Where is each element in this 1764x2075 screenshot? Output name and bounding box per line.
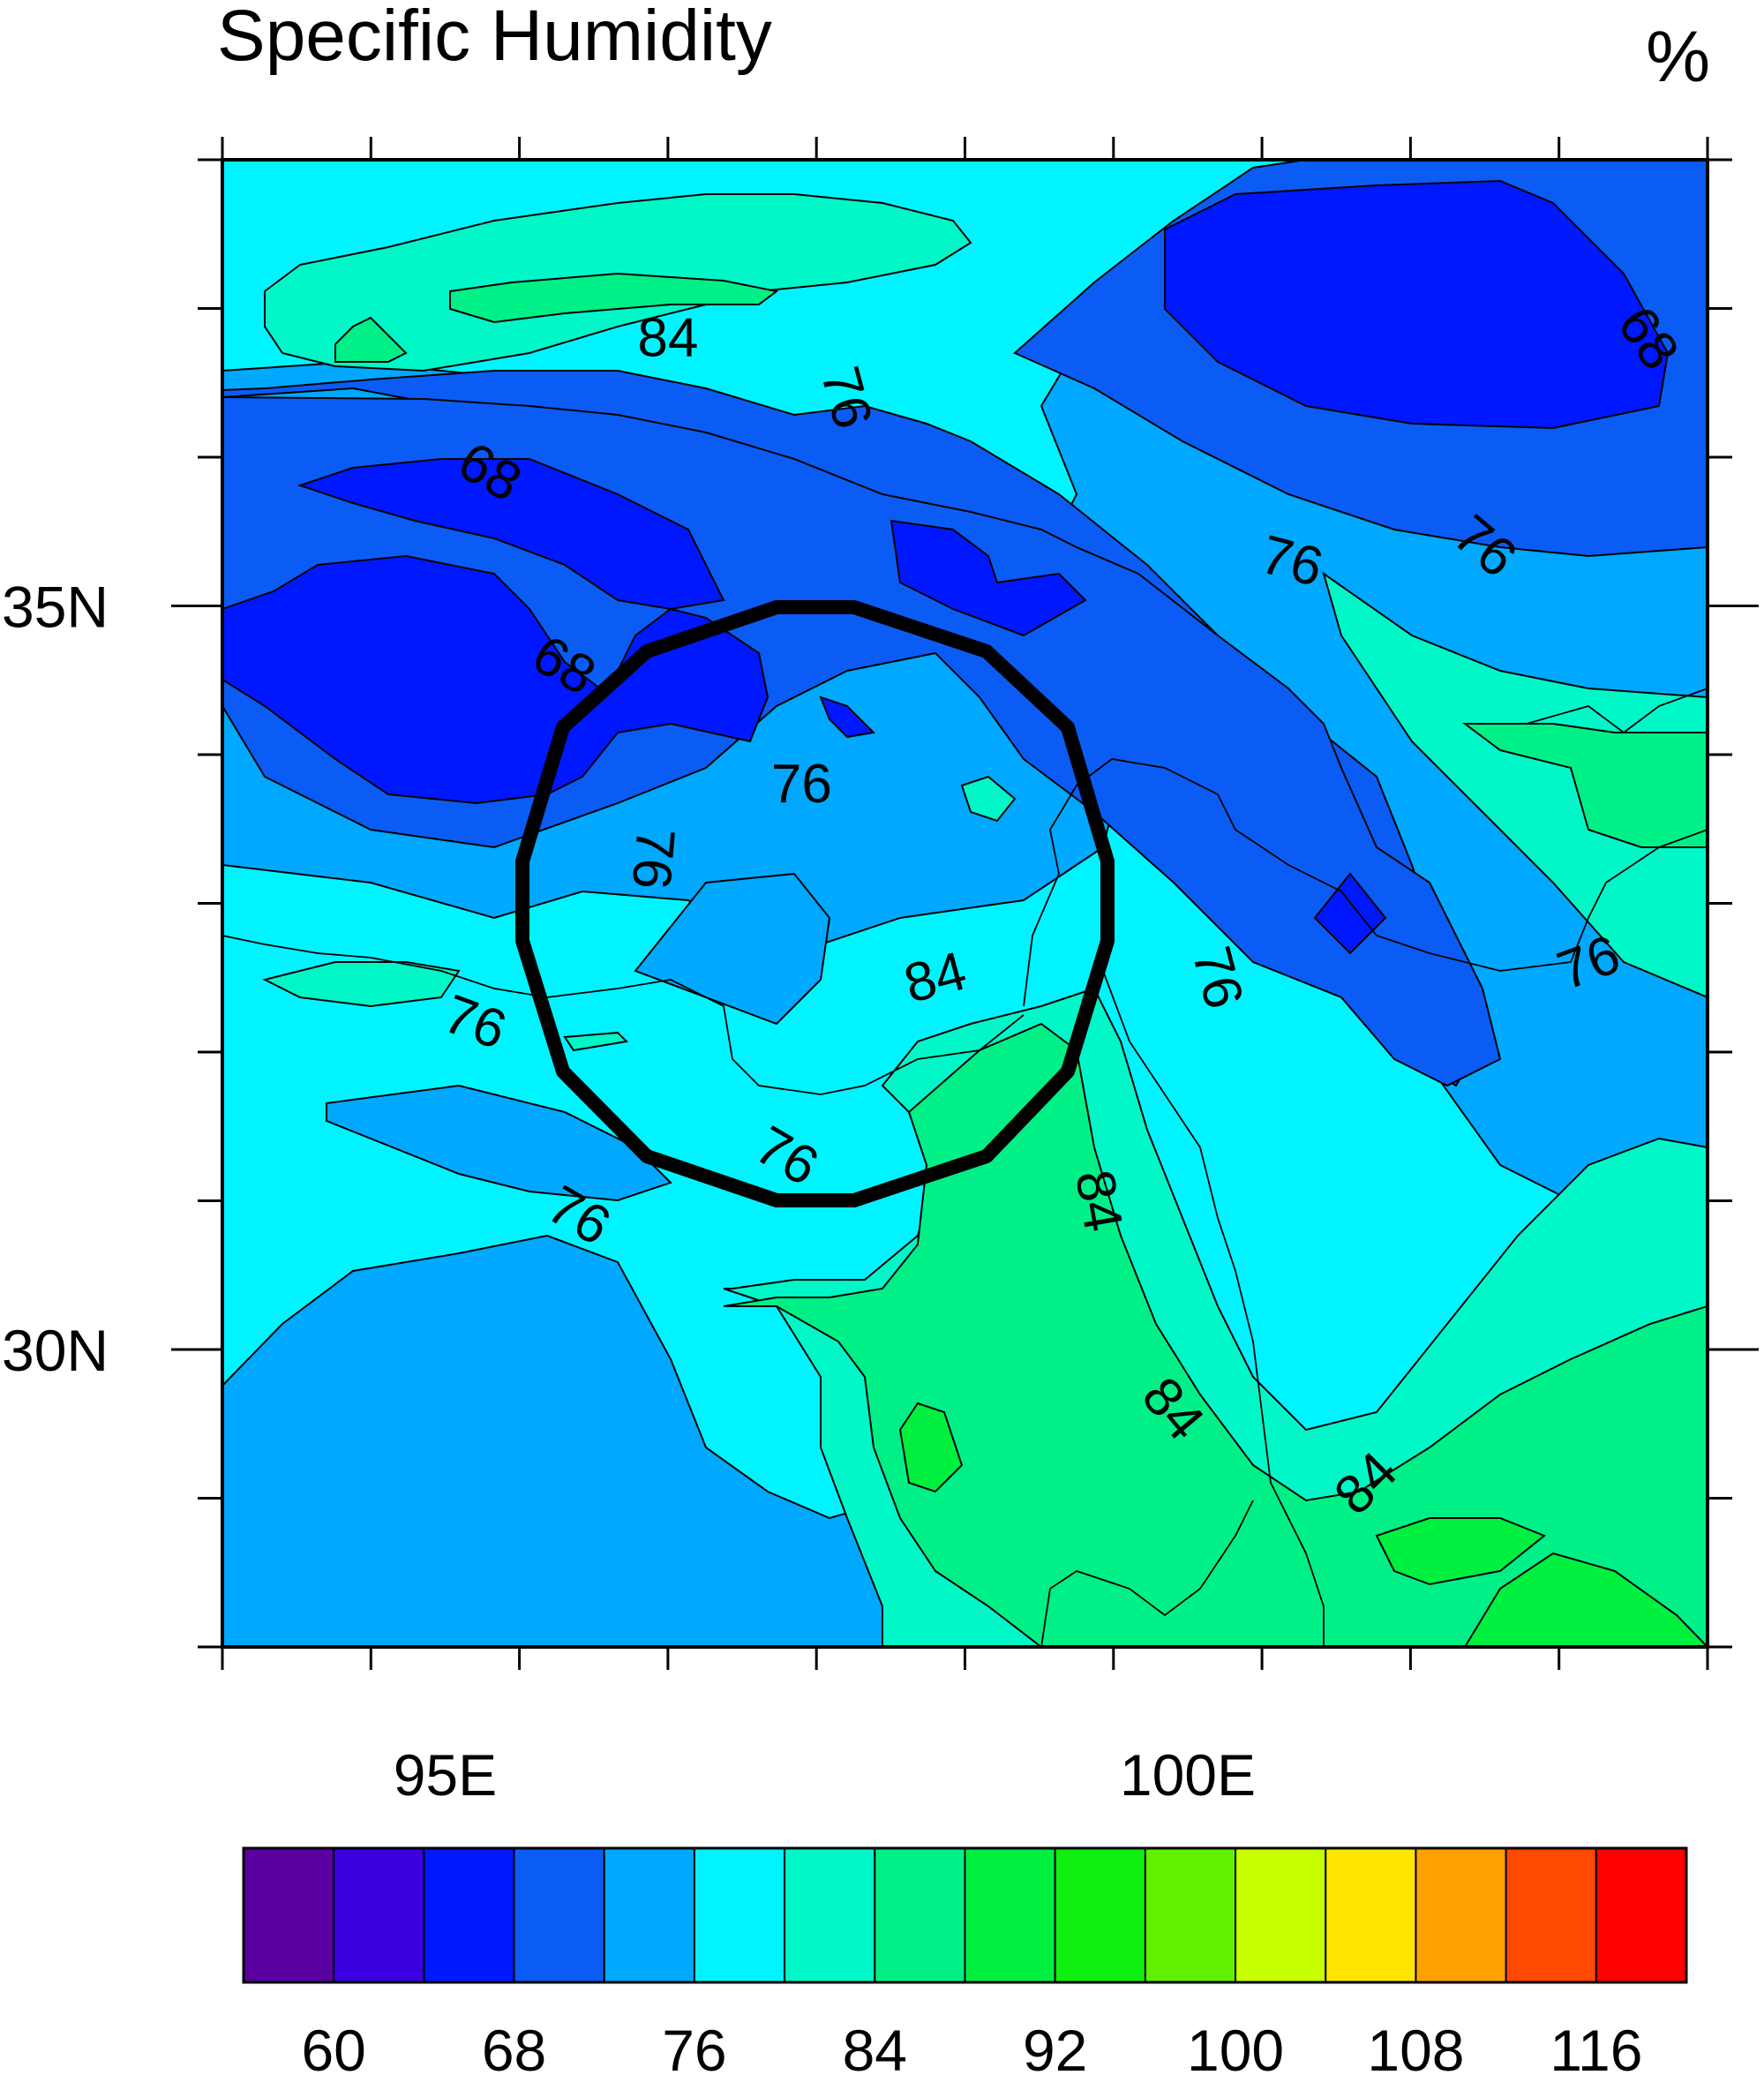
colorbar-swatch	[1415, 1847, 1507, 1983]
colorbar-swatch	[874, 1847, 966, 1983]
band-72-76-west	[326, 1084, 672, 1202]
colorbar-swatch	[333, 1847, 425, 1983]
band-64-68-northeast	[1164, 179, 1670, 430]
longitude-label: 100E	[1120, 1742, 1256, 1808]
boundary-line-south	[1102, 970, 1325, 1647]
contour-label: 76	[809, 360, 883, 434]
colorbar-label: 116	[1550, 2018, 1642, 2075]
band-64-68-east-strip	[890, 519, 1087, 637]
colorbar-label: 60	[301, 2018, 365, 2075]
units-label: %	[1646, 17, 1710, 97]
map-ticks	[171, 137, 1759, 1670]
band-84-88-north	[449, 272, 779, 324]
colorbar-swatch	[513, 1847, 605, 1983]
latitude-labels: 35N 30N	[2, 575, 109, 1384]
boundary-lines	[222, 688, 1708, 1647]
colorbar-swatch	[1054, 1847, 1146, 1983]
contour-label: 84	[637, 308, 698, 369]
colorbar-swatch	[423, 1847, 515, 1983]
band-64-68-small	[819, 695, 876, 739]
band-64-68-west	[222, 554, 769, 805]
band-88-92-south-3	[1463, 1552, 1708, 1647]
boundary-line-east	[1023, 758, 1708, 1007]
colorbar-labels: 60 68 76 84 92 100 108 116	[301, 2018, 1642, 2075]
colorbar-label: 100	[1187, 2018, 1284, 2075]
colorbar-swatch	[1595, 1847, 1687, 1983]
longitude-labels: 95E 100E	[394, 1742, 1256, 1808]
band-88-92-south-2	[1375, 1517, 1546, 1586]
colorbar-swatch	[1144, 1847, 1237, 1983]
colorbar-swatch	[243, 1847, 335, 1983]
band-88-92-south-1	[898, 1402, 964, 1493]
colorbar-swatch	[603, 1847, 695, 1983]
band-84-88-east	[1462, 723, 1708, 848]
boundary-line-northeast	[1526, 688, 1708, 734]
band-64-68-center	[297, 458, 725, 611]
colorbar-swatch	[1235, 1847, 1327, 1983]
latitude-label: 35N	[2, 575, 109, 640]
latitude-label: 30N	[2, 1318, 109, 1383]
longitude-label: 95E	[394, 1742, 497, 1808]
boundary-line-southwest	[1040, 1500, 1254, 1647]
colorbar-swatch	[693, 1847, 786, 1983]
band-84-88-northwest	[334, 316, 408, 363]
contour-label: 76	[1255, 524, 1329, 598]
colorbar-frame	[242, 1846, 1688, 1984]
map-title: Specific Humidity	[217, 0, 772, 76]
boundary-line-west	[222, 935, 1025, 1095]
colorbar-label: 68	[482, 2018, 546, 2075]
band-80-84-west	[262, 961, 461, 1008]
band-68-72-south-big	[222, 395, 1502, 1087]
colorbar-label: 84	[843, 2018, 907, 2075]
band-80-84-center-isle	[960, 775, 1017, 823]
colorbar-swatch	[1325, 1847, 1417, 1983]
contour-label: 76	[1180, 941, 1254, 1015]
colorbar-swatch	[784, 1847, 876, 1983]
colorbar-label: 76	[662, 2018, 726, 2075]
colorbar-label: 92	[1023, 2018, 1087, 2075]
contour-label: 76	[771, 754, 832, 815]
band-64-68-east	[1313, 872, 1387, 955]
humidity-field	[222, 160, 1708, 1647]
colorbar	[242, 1846, 1688, 1984]
contour-label: 76	[620, 826, 687, 892]
colorbar-swatch	[1505, 1847, 1597, 1983]
colorbar-label: 108	[1367, 2018, 1464, 2075]
region-circle-outline	[515, 600, 1115, 1207]
contour-label: 84	[1063, 1166, 1134, 1237]
band-80-84-northeast	[1322, 571, 1708, 999]
band-84-88-south	[723, 1022, 1708, 1647]
band-80-84-small	[563, 1031, 629, 1052]
colorbar-swatch	[964, 1847, 1056, 1983]
